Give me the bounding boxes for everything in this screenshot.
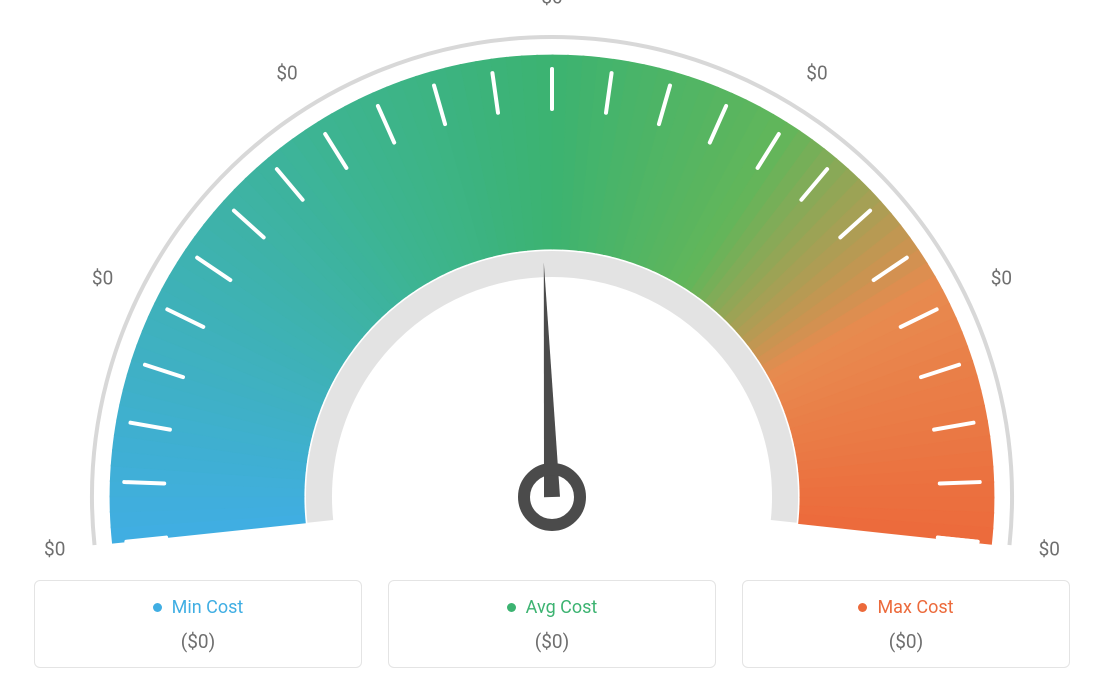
legend-title-avg: Avg Cost [507,597,598,618]
gauge-tick-label: $0 [991,266,1012,289]
legend-title-max: Max Cost [858,597,953,618]
gauge-svg [0,0,1104,560]
gauge-tick-label: $0 [541,0,562,9]
legend-title-min: Min Cost [153,597,244,618]
gauge-container: $0 $0 $0 $0 $0 $0 $0 [0,0,1104,560]
legend-row: Min Cost ($0) Avg Cost ($0) Max Cost ($0… [34,580,1070,668]
gauge-tick-label: $0 [1039,538,1060,561]
legend-dot-min [153,603,162,612]
legend-card-min: Min Cost ($0) [34,580,362,668]
legend-card-avg: Avg Cost ($0) [388,580,716,668]
legend-label-avg: Avg Cost [526,597,598,618]
legend-value-max: ($0) [753,630,1059,653]
gauge-tick-label: $0 [92,266,113,289]
legend-dot-max [858,603,867,612]
gauge-tick-label: $0 [276,61,297,84]
legend-value-avg: ($0) [399,630,705,653]
gauge-tick-label: $0 [806,61,827,84]
gauge-tick-label: $0 [44,538,65,561]
legend-dot-avg [507,603,516,612]
legend-value-min: ($0) [45,630,351,653]
legend-label-min: Min Cost [172,597,244,618]
legend-label-max: Max Cost [877,597,953,618]
legend-card-max: Max Cost ($0) [742,580,1070,668]
chart-stage: $0 $0 $0 $0 $0 $0 $0 Min Cost ($0) Avg Cost ($… [0,0,1104,690]
